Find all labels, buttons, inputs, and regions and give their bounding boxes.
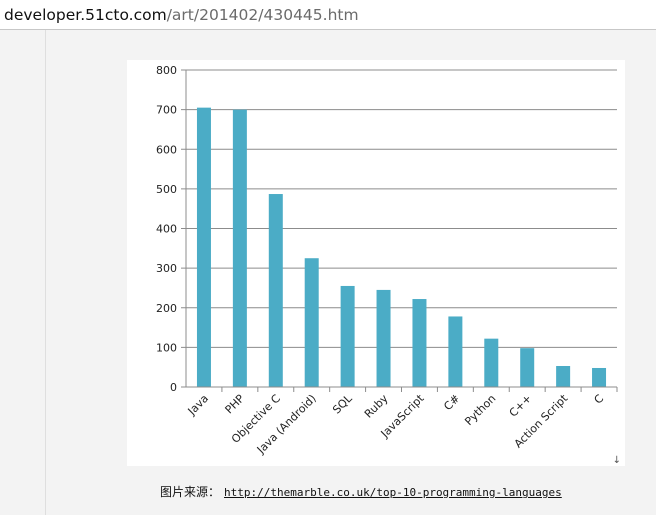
grid-lines (186, 69, 617, 348)
x-tick-label: SQL (330, 391, 355, 416)
bar-c (592, 367, 607, 387)
x-tick-label: Java (185, 392, 211, 418)
url-text[interactable]: developer.51cto.com/art/201402/430445.ht… (4, 5, 359, 25)
y-tick-label: 600 (156, 143, 177, 156)
bar-java-android (304, 258, 319, 387)
bar-java (196, 107, 211, 388)
bar-ruby (376, 289, 391, 387)
x-tick-label: C (592, 392, 607, 407)
bar-python (484, 338, 499, 387)
y-tick-label: 200 (156, 302, 177, 315)
image-caption: 图片来源： http://themarble.co.uk/top-10-progr… (160, 483, 562, 502)
bars (196, 107, 607, 388)
y-tick-label: 100 (156, 341, 177, 354)
source-link[interactable]: http://themarble.co.uk/top-10-programmin… (224, 486, 562, 499)
bar-php (232, 109, 247, 387)
y-tick-label: 800 (156, 64, 177, 77)
left-margin-divider (45, 30, 46, 515)
x-tick-label: C# (441, 392, 462, 413)
bar-action-script (556, 365, 571, 387)
y-tick-label: 700 (156, 104, 177, 117)
y-tick-label: 500 (156, 183, 177, 196)
axes (181, 69, 618, 392)
x-tick-label: Ruby (362, 392, 391, 421)
x-tick-label: Python (462, 392, 498, 428)
bar-sql (340, 285, 355, 387)
bar-c (448, 316, 463, 387)
bar-objective-c (268, 194, 283, 387)
y-tick-label: 300 (156, 262, 177, 275)
x-tick-label: C++ (507, 392, 535, 420)
address-bar[interactable]: developer.51cto.com/art/201402/430445.ht… (0, 0, 656, 30)
y-tick-label: 0 (170, 381, 177, 394)
y-tick-label: 400 (156, 223, 177, 236)
bar-javascript (412, 299, 427, 387)
bar-c (520, 348, 535, 387)
x-tick-label: PHP (223, 392, 248, 417)
scroll-marker-icon: ↓ (613, 455, 621, 466)
chart-figure: 0 100 200 300 400 500 600 700 800 Java PHP Objectiv… (127, 60, 625, 466)
url-domain: developer.51cto.com (4, 6, 167, 24)
caption-label: 图片来源： (160, 485, 221, 499)
url-path: /art/201402/430445.htm (166, 6, 359, 24)
